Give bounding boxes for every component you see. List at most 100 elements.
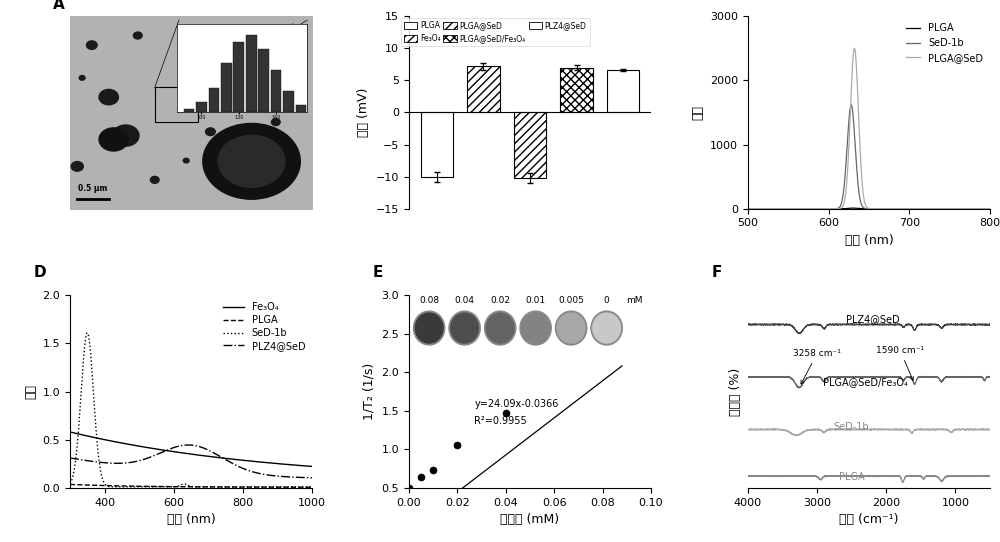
Text: B: B xyxy=(380,0,392,1)
Circle shape xyxy=(86,41,97,49)
PLGA xyxy=(977,205,989,212)
Fe₃O₄ xyxy=(64,429,76,435)
Point xyxy=(425,466,441,474)
Circle shape xyxy=(245,78,258,89)
Y-axis label: 透射率 (%): 透射率 (%) xyxy=(729,367,742,416)
SeD-1b xyxy=(306,483,318,490)
PLGA xyxy=(860,205,872,212)
PLGA xyxy=(933,205,945,212)
PLGA@SeD xyxy=(754,205,766,212)
Circle shape xyxy=(291,24,295,28)
Circle shape xyxy=(112,125,139,146)
Circle shape xyxy=(282,156,294,165)
PLGA xyxy=(299,484,311,491)
Line: PLZ4@SeD: PLZ4@SeD xyxy=(70,445,312,478)
Bar xyxy=(607,70,639,113)
Line: PLGA@SeD: PLGA@SeD xyxy=(748,48,990,209)
PLGA@SeD xyxy=(984,205,996,212)
PLZ4@SeD xyxy=(306,475,318,481)
Y-axis label: 吸收: 吸收 xyxy=(24,384,37,399)
SeD-1b xyxy=(933,205,945,212)
SeD-1b xyxy=(754,205,766,212)
Circle shape xyxy=(200,29,207,35)
Text: PLGA: PLGA xyxy=(839,472,864,482)
Line: PLGA: PLGA xyxy=(748,208,990,209)
SeD-1b xyxy=(299,483,311,490)
SeD-1b xyxy=(255,483,267,490)
PLGA xyxy=(306,484,318,491)
Line: SeD-1b: SeD-1b xyxy=(70,333,312,487)
Line: Fe₃O₄: Fe₃O₄ xyxy=(70,432,312,467)
PLZ4@SeD xyxy=(76,457,88,463)
Y-axis label: 强度: 强度 xyxy=(691,105,704,120)
Circle shape xyxy=(271,119,280,126)
PLGA xyxy=(853,205,865,212)
SeD-1b xyxy=(64,480,76,487)
Bar xyxy=(514,113,546,178)
Point xyxy=(498,409,514,417)
Legend: PLGA, Fe₃O₄, PLGA@SeD, PLGA@SeD/Fe₃O₄, PLZ4@SeD: PLGA, Fe₃O₄, PLGA@SeD, PLGA@SeD/Fe₃O₄, P… xyxy=(401,18,590,46)
Text: 0.5 μm: 0.5 μm xyxy=(78,184,108,193)
Text: A: A xyxy=(53,0,65,12)
SeD-1b xyxy=(76,371,88,378)
Text: F: F xyxy=(712,265,722,280)
Circle shape xyxy=(150,176,159,183)
PLZ4@SeD xyxy=(182,442,194,448)
Circle shape xyxy=(79,75,85,80)
Fe₃O₄ xyxy=(299,463,311,469)
PLGA@SeD xyxy=(977,205,989,212)
PLGA@SeD xyxy=(977,205,989,212)
Bar xyxy=(560,68,593,113)
Circle shape xyxy=(71,162,83,171)
PLGA@SeD xyxy=(933,205,945,212)
PLZ4@SeD xyxy=(299,474,311,481)
Fe₃O₄ xyxy=(306,463,318,470)
Fe₃O₄ xyxy=(76,431,88,438)
Point xyxy=(413,473,429,481)
X-axis label: 波数 (cm⁻¹): 波数 (cm⁻¹) xyxy=(839,513,899,526)
X-axis label: 波长 (nm): 波长 (nm) xyxy=(167,513,215,526)
Bar xyxy=(421,113,453,177)
Fe₃O₄ xyxy=(255,459,267,466)
Y-axis label: 1/T₂ (1/s): 1/T₂ (1/s) xyxy=(363,363,376,420)
PLGA xyxy=(255,484,267,491)
PLGA xyxy=(64,481,76,488)
PLGA xyxy=(984,205,996,212)
PLGA xyxy=(754,205,766,212)
PLGA xyxy=(742,205,754,212)
Legend: Fe₃O₄, PLGA, SeD-1b, PLZ4@SeD: Fe₃O₄, PLGA, SeD-1b, PLZ4@SeD xyxy=(221,300,307,353)
Text: C: C xyxy=(712,0,723,1)
Point xyxy=(449,440,465,449)
PLZ4@SeD xyxy=(175,442,187,449)
SeD-1b xyxy=(81,330,93,336)
PLGA xyxy=(175,483,187,490)
SeD-1b xyxy=(977,205,989,212)
SeD-1b xyxy=(977,205,989,212)
PLGA xyxy=(182,483,194,490)
Text: PLZ4@SeD: PLZ4@SeD xyxy=(846,314,899,324)
Text: y=24.09x-0.0366: y=24.09x-0.0366 xyxy=(474,399,559,409)
Fe₃O₄ xyxy=(182,450,194,457)
Text: E: E xyxy=(373,265,383,280)
SeD-1b xyxy=(860,205,872,212)
PLGA xyxy=(847,205,859,211)
PLZ4@SeD xyxy=(182,442,194,448)
SeD-1b xyxy=(853,192,865,198)
Point xyxy=(401,483,417,492)
Point xyxy=(595,318,611,327)
PLGA@SeD xyxy=(860,202,872,209)
X-axis label: 铁浓度 (mM): 铁浓度 (mM) xyxy=(500,513,560,526)
Text: PLGA@SeD/Fe₃O₄: PLGA@SeD/Fe₃O₄ xyxy=(823,377,908,386)
Fe₃O₄ xyxy=(175,449,187,456)
SeD-1b xyxy=(845,101,857,108)
Circle shape xyxy=(99,128,128,151)
Line: PLGA: PLGA xyxy=(70,485,312,487)
PLZ4@SeD xyxy=(64,455,76,461)
PLGA@SeD xyxy=(742,205,754,212)
SeD-1b xyxy=(176,481,188,488)
PLGA xyxy=(299,484,311,491)
PLGA@SeD xyxy=(853,128,865,135)
Bar xyxy=(155,87,198,122)
SeD-1b xyxy=(742,205,754,212)
SeD-1b xyxy=(299,483,311,490)
